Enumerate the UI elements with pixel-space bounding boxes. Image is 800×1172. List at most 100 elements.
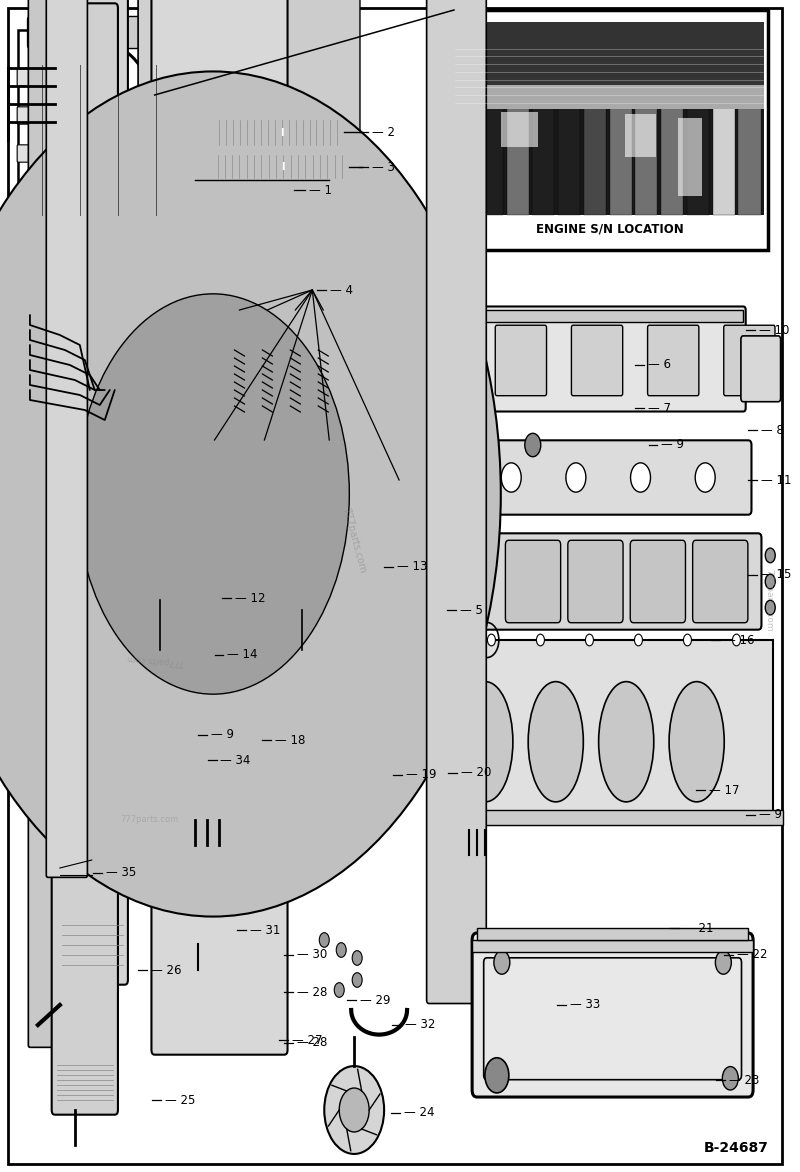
- FancyBboxPatch shape: [46, 0, 87, 878]
- Bar: [506, 98, 529, 214]
- Circle shape: [404, 765, 414, 781]
- FancyBboxPatch shape: [198, 0, 360, 761]
- Bar: [687, 98, 709, 214]
- FancyBboxPatch shape: [693, 540, 748, 622]
- Circle shape: [359, 488, 369, 503]
- Circle shape: [354, 771, 364, 785]
- Text: — 9: — 9: [759, 809, 782, 822]
- FancyBboxPatch shape: [154, 16, 183, 48]
- FancyBboxPatch shape: [27, 16, 58, 48]
- Circle shape: [359, 318, 369, 333]
- Text: — 25: — 25: [165, 1093, 195, 1106]
- FancyBboxPatch shape: [306, 575, 452, 684]
- Text: I: I: [282, 162, 285, 171]
- Circle shape: [339, 328, 350, 342]
- Ellipse shape: [262, 741, 279, 770]
- Circle shape: [339, 348, 350, 362]
- Circle shape: [339, 498, 350, 512]
- Bar: [472, 940, 754, 952]
- Circle shape: [150, 575, 170, 605]
- Circle shape: [288, 300, 302, 320]
- Circle shape: [359, 428, 369, 442]
- FancyBboxPatch shape: [17, 107, 30, 124]
- Ellipse shape: [318, 741, 335, 770]
- Text: — 26: — 26: [150, 963, 181, 976]
- Circle shape: [766, 600, 775, 615]
- Circle shape: [340, 607, 362, 640]
- Circle shape: [566, 463, 586, 492]
- Circle shape: [339, 468, 350, 483]
- FancyBboxPatch shape: [571, 326, 622, 396]
- Bar: [174, 25, 185, 38]
- Text: ENGINE S/N LOCATION: ENGINE S/N LOCATION: [536, 223, 683, 236]
- Text: — 11: — 11: [762, 473, 792, 486]
- Circle shape: [733, 634, 741, 646]
- Text: — 27: — 27: [292, 1034, 323, 1047]
- Text: — 20: — 20: [461, 766, 491, 779]
- Text: — 21: — 21: [683, 921, 714, 934]
- Text: — 4: — 4: [330, 284, 354, 297]
- Circle shape: [525, 434, 541, 457]
- Text: I: I: [280, 128, 284, 137]
- Circle shape: [470, 600, 480, 615]
- Circle shape: [77, 294, 350, 694]
- FancyBboxPatch shape: [741, 336, 781, 402]
- Circle shape: [175, 33, 199, 68]
- Circle shape: [339, 437, 350, 452]
- Circle shape: [150, 645, 165, 666]
- FancyBboxPatch shape: [151, 0, 287, 1055]
- Bar: [558, 98, 580, 214]
- Circle shape: [352, 973, 362, 987]
- Text: — 14: — 14: [227, 648, 258, 661]
- Text: — 15: — 15: [762, 568, 792, 581]
- Text: — 5: — 5: [460, 604, 483, 616]
- FancyBboxPatch shape: [472, 933, 753, 1097]
- Circle shape: [683, 634, 691, 646]
- Circle shape: [359, 408, 369, 422]
- Bar: [738, 98, 761, 214]
- Circle shape: [334, 982, 344, 997]
- Circle shape: [339, 318, 350, 333]
- Circle shape: [339, 368, 350, 382]
- FancyBboxPatch shape: [18, 30, 199, 214]
- Circle shape: [183, 909, 211, 950]
- Circle shape: [261, 300, 274, 320]
- Circle shape: [359, 417, 369, 432]
- Text: — 31: — 31: [250, 924, 281, 936]
- Text: — 22: — 22: [738, 948, 768, 961]
- Text: — 10: — 10: [759, 323, 790, 336]
- Ellipse shape: [71, 908, 113, 941]
- FancyBboxPatch shape: [647, 326, 699, 396]
- Circle shape: [319, 933, 330, 947]
- FancyBboxPatch shape: [18, 195, 198, 214]
- Bar: [455, 22, 764, 214]
- Ellipse shape: [598, 682, 654, 802]
- Circle shape: [310, 607, 332, 640]
- Circle shape: [339, 458, 350, 472]
- Text: 777parts.com: 777parts.com: [764, 568, 773, 632]
- Bar: [455, 22, 764, 86]
- Text: — 6: — 6: [647, 359, 670, 372]
- Circle shape: [359, 377, 369, 393]
- Circle shape: [340, 652, 362, 684]
- Circle shape: [470, 548, 480, 563]
- Text: — 12: — 12: [235, 592, 266, 605]
- FancyBboxPatch shape: [467, 640, 774, 825]
- Text: — 35: — 35: [106, 866, 136, 879]
- FancyBboxPatch shape: [476, 441, 751, 515]
- Circle shape: [339, 488, 350, 503]
- Circle shape: [722, 1067, 738, 1090]
- Circle shape: [310, 652, 332, 684]
- Text: — 9: — 9: [662, 438, 685, 451]
- FancyBboxPatch shape: [28, 0, 66, 1048]
- Text: — 1: — 1: [310, 184, 332, 197]
- Polygon shape: [174, 481, 359, 570]
- Text: — 8: — 8: [762, 423, 784, 436]
- Circle shape: [470, 574, 480, 588]
- Bar: [481, 98, 503, 214]
- FancyBboxPatch shape: [506, 540, 561, 622]
- Text: — 17: — 17: [710, 784, 740, 797]
- Circle shape: [140, 144, 210, 246]
- Circle shape: [485, 1058, 509, 1093]
- Circle shape: [494, 950, 510, 974]
